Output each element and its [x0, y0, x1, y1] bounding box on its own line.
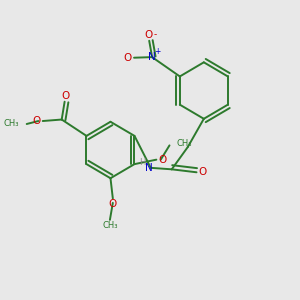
- Text: O: O: [109, 200, 117, 209]
- Text: O: O: [159, 155, 167, 165]
- Text: N: N: [145, 163, 152, 173]
- Text: O: O: [61, 91, 70, 101]
- Text: H: H: [140, 158, 146, 167]
- Text: N: N: [148, 52, 156, 62]
- Text: O: O: [32, 116, 41, 126]
- Text: CH₃: CH₃: [4, 119, 20, 128]
- Text: O: O: [198, 167, 206, 177]
- Text: O: O: [124, 53, 132, 63]
- Text: CH₃: CH₃: [102, 221, 118, 230]
- Text: CH₃: CH₃: [177, 140, 192, 148]
- Text: O: O: [144, 30, 152, 40]
- Text: -: -: [153, 30, 157, 39]
- Text: +: +: [154, 47, 161, 56]
